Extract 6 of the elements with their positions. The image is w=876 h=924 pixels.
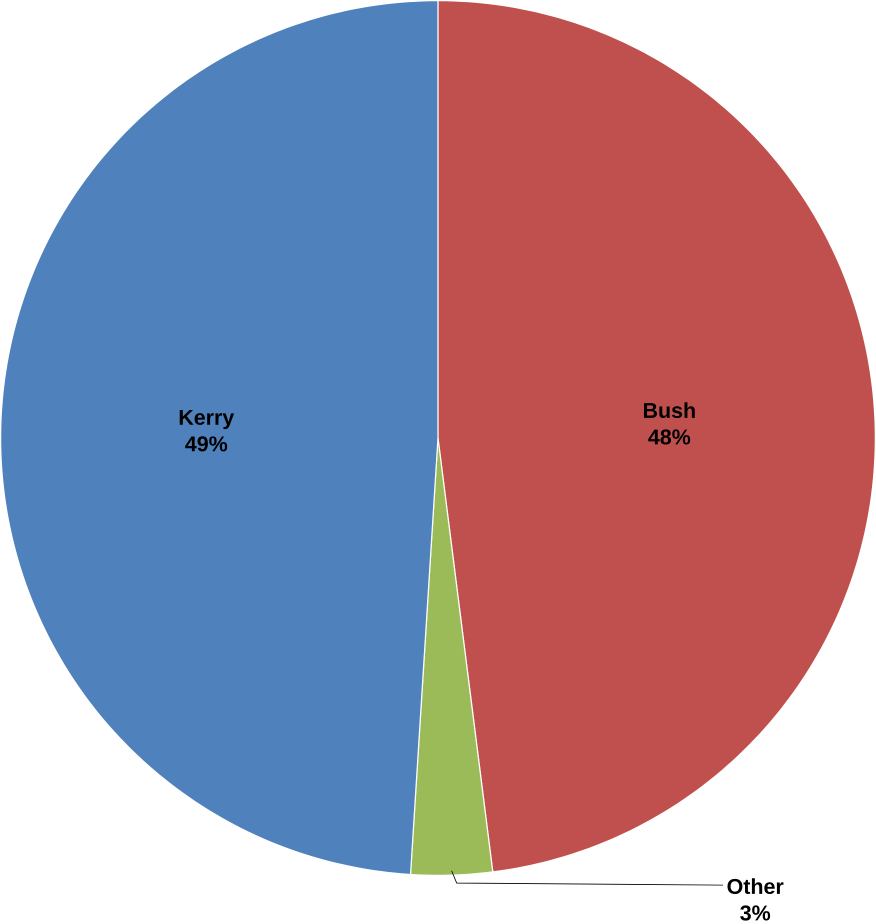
slice-label: Kerry — [180, 410, 234, 430]
data-label: 3% — [740, 905, 770, 921]
slice-label: Other — [728, 878, 784, 894]
data-label: 49% — [185, 436, 228, 452]
slice-label: Bush — [644, 402, 695, 418]
data-label: 48% — [648, 429, 690, 445]
